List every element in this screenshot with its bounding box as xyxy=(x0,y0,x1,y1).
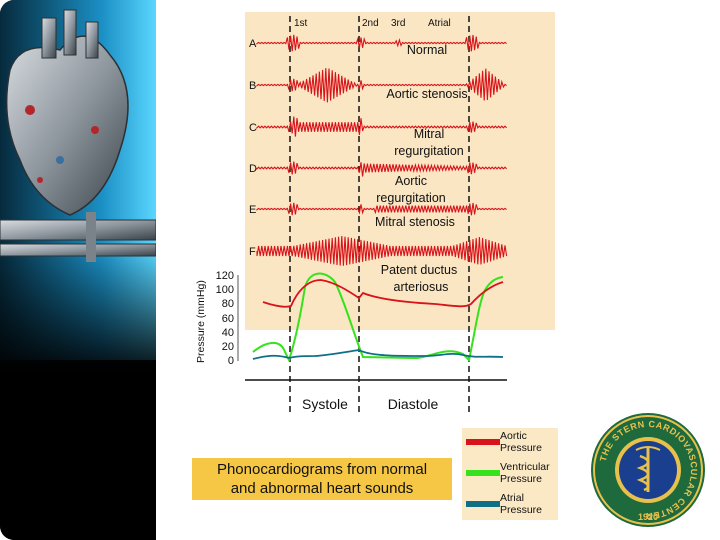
row-label-mitral-regurgitation-1: Mitral xyxy=(414,127,445,141)
pressure-tick-60: 60 xyxy=(222,313,234,325)
heart-machine-illustration xyxy=(0,0,156,540)
waveform-f xyxy=(256,235,508,266)
waveform-b xyxy=(256,68,507,103)
pressure-tick-120: 120 xyxy=(216,270,234,282)
row-label-normal: Normal xyxy=(407,43,447,57)
legend-label-ventricular: Ventricular Pressure xyxy=(500,461,550,485)
legend-item-aortic: Aortic Pressure xyxy=(462,428,558,458)
legend-swatch-ventricular xyxy=(466,470,500,476)
row-label-patent-ductus-2: arteriosus xyxy=(394,280,449,294)
ventricular-pressure-curve xyxy=(252,272,504,363)
second-sound-label: 2nd xyxy=(362,18,379,29)
atrial-sound-label: Atrial xyxy=(428,18,451,29)
pressure-tick-0: 0 xyxy=(228,355,234,367)
aortic-pressure-curve xyxy=(262,279,504,308)
waveform-panel xyxy=(245,12,555,330)
row-label-aortic-regurgitation-1: Aortic xyxy=(395,174,427,188)
caption-line-1: Phonocardiograms from normal xyxy=(216,461,428,478)
atrial-pressure-curve xyxy=(252,349,504,360)
legend-label-aortic: Aortic Pressure xyxy=(500,430,543,454)
waveform-d xyxy=(256,161,507,177)
legend-swatch-aortic xyxy=(466,439,500,445)
pressure-legend: Aortic Pressure Ventricular Pressure Atria… xyxy=(462,428,558,520)
pressure-tick-80: 80 xyxy=(222,298,234,310)
pressure-tick-100: 100 xyxy=(216,284,234,296)
row-label-mitral-regurgitation-2: regurgitation xyxy=(394,144,464,158)
caption-line-2: and abnormal heart sounds xyxy=(230,480,414,497)
caption-box: Phonocardiograms from normal and abnorma… xyxy=(192,458,452,500)
waveform-e xyxy=(256,202,507,216)
seal-year: 1920 xyxy=(638,512,658,522)
row-letter-a: A xyxy=(249,38,257,50)
row-letter-e: E xyxy=(249,204,256,216)
pressure-axis-label: Pressure (mmHg) xyxy=(195,280,207,363)
legend-item-ventricular: Ventricular Pressure xyxy=(462,459,558,489)
waveform-c xyxy=(256,116,507,137)
legend-item-atrial: Atrial Pressure xyxy=(462,490,558,520)
stern-cardiovascular-center-seal: THE STERN CARDIOVASCULAR CENTER 1920 xyxy=(591,413,705,527)
third-sound-label: 3rd xyxy=(391,18,405,29)
row-label-aortic-stenosis: Aortic stenosis xyxy=(386,87,467,101)
first-sound-label: 1st xyxy=(294,18,308,29)
phonocardiogram-diagram: 1st 2nd 3rd Atrial A B C D E F Normal Ao… xyxy=(195,12,555,416)
legend-label-atrial: Atrial Pressure xyxy=(500,492,543,516)
row-label-patent-ductus-1: Patent ductus xyxy=(381,263,457,277)
row-label-aortic-regurgitation-2: regurgitation xyxy=(376,191,446,205)
legend-swatch-atrial xyxy=(466,501,500,507)
diastole-label: Diastole xyxy=(388,396,439,412)
row-label-mitral-stenosis: Mitral stenosis xyxy=(375,215,455,229)
row-letter-f: F xyxy=(249,246,256,258)
waveform-traces xyxy=(256,34,508,266)
waveform-a xyxy=(256,34,507,52)
systole-label: Systole xyxy=(302,396,348,412)
row-letter-c: C xyxy=(249,122,257,134)
pressure-tick-20: 20 xyxy=(222,341,234,353)
row-letter-b: B xyxy=(249,80,256,92)
pressure-tick-40: 40 xyxy=(222,327,234,339)
row-letter-d: D xyxy=(249,163,257,175)
